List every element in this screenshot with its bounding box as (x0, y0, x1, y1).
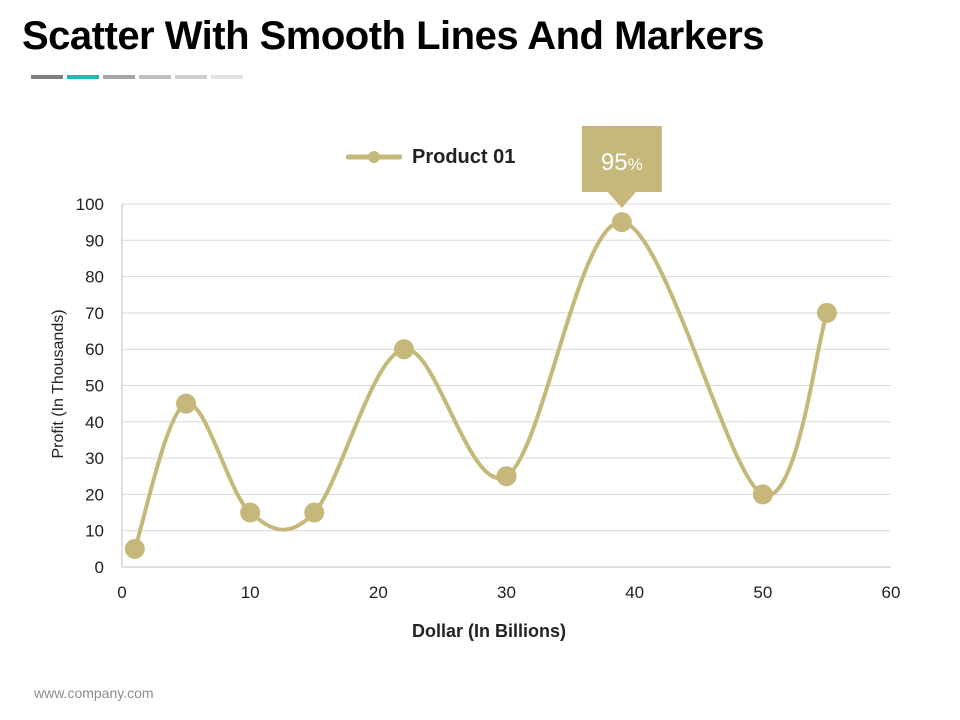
data-point (496, 466, 517, 487)
data-point (752, 484, 773, 505)
y-tick-label: 30 (85, 449, 104, 468)
x-tick-label: 40 (625, 583, 644, 602)
x-axis-title: Dollar (In Billions) (412, 621, 566, 641)
title-underline-segment (31, 75, 63, 79)
x-tick-label: 20 (369, 583, 388, 602)
legend: Product 01 (346, 145, 515, 169)
data-point (176, 393, 197, 414)
data-point (240, 502, 261, 523)
y-tick-label: 60 (85, 340, 104, 359)
callout-unit: % (628, 155, 643, 174)
title-underline-segment (103, 75, 135, 79)
title-underline-segment (175, 75, 207, 79)
y-tick-label: 80 (85, 268, 104, 287)
y-tick-label: 50 (85, 377, 104, 396)
page-title: Scatter With Smooth Lines And Markers (22, 14, 765, 58)
y-tick-label: 40 (85, 413, 104, 432)
y-tick-label: 70 (85, 304, 104, 323)
data-point (124, 538, 145, 559)
legend-label-product-01: Product 01 (412, 145, 516, 168)
y-axis-title: Profit (In Thousands) (50, 309, 67, 458)
legend-series-marker (346, 151, 402, 163)
y-tick-label: 90 (85, 231, 104, 250)
title-underline-segment (211, 75, 243, 79)
x-tick-label: 60 (882, 583, 901, 602)
title-underline-segment (67, 75, 99, 79)
footer-url: www.company.com (34, 685, 154, 701)
y-tick-label: 0 (95, 558, 104, 577)
x-tick-label: 0 (117, 583, 126, 602)
y-tick-label: 100 (76, 195, 104, 214)
x-tick-label: 50 (753, 583, 772, 602)
data-point (393, 339, 414, 360)
title-underline-segment (139, 75, 171, 79)
y-tick-label: 10 (85, 522, 104, 541)
callout-banner (581, 126, 662, 208)
data-point (816, 302, 837, 323)
series-line-product-01 (132, 220, 829, 551)
data-point (611, 212, 632, 233)
x-tick-label: 30 (497, 583, 516, 602)
title-underline (31, 75, 243, 79)
callout-label: 95% (601, 149, 643, 176)
y-tick-label: 20 (85, 485, 104, 504)
x-tick-label: 10 (241, 583, 260, 602)
callout-value: 95 (601, 149, 628, 176)
data-point (304, 502, 325, 523)
